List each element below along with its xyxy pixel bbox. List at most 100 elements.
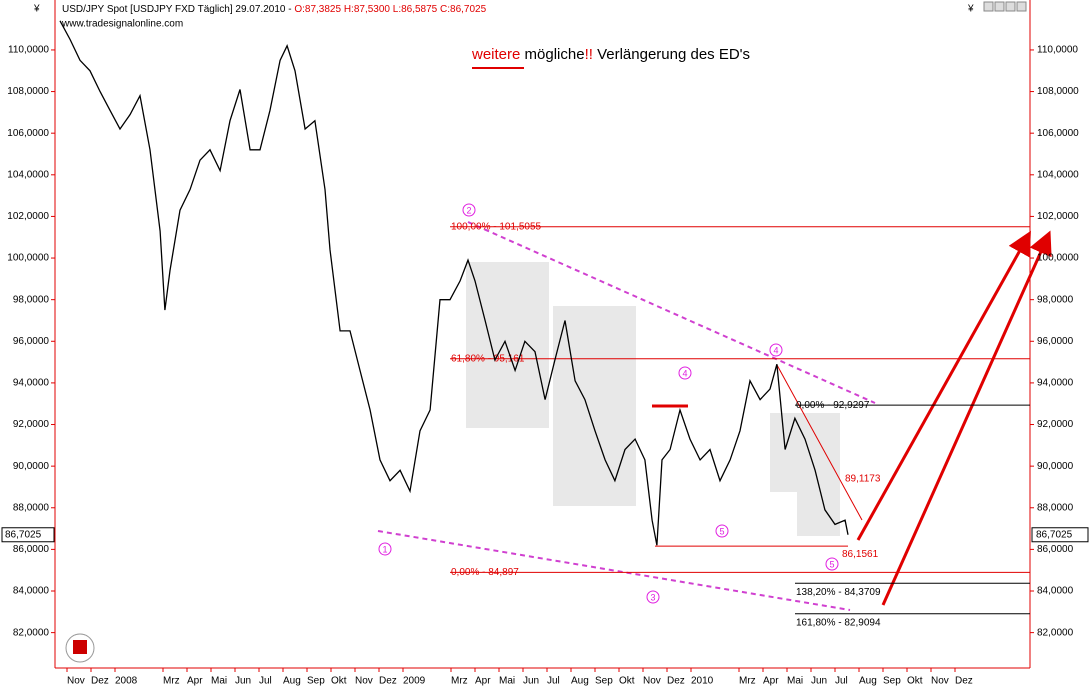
y-tick-label: 108,0000 xyxy=(7,86,49,97)
wave-label: 4 xyxy=(773,345,778,355)
channel-line xyxy=(776,364,863,521)
x-tick-label: Nov xyxy=(67,676,85,687)
y-tick-label: 86,0000 xyxy=(13,544,50,555)
y-tick-label: 102,0000 xyxy=(1037,211,1079,222)
x-tick-label: Dez xyxy=(91,676,109,687)
wave-label: 5 xyxy=(829,559,834,569)
x-tick-label: Aug xyxy=(571,676,589,687)
title-part: !! xyxy=(585,46,593,63)
x-tick-label: Okt xyxy=(331,676,347,687)
header: USD/JPY Spot [USDJPY FXD Täglich] 29.07.… xyxy=(62,4,487,15)
y-tick-label: 84,0000 xyxy=(1037,586,1074,597)
wave-label: 4 xyxy=(682,368,687,378)
y-tick-label: 88,0000 xyxy=(13,502,50,513)
y-tick-label: 110,0000 xyxy=(1037,45,1078,56)
x-tick-label: 2008 xyxy=(115,676,138,687)
level-label: 86,1561 xyxy=(842,549,879,560)
x-tick-label: Jul xyxy=(547,676,560,687)
last-price-box xyxy=(1,527,55,543)
button[interactable] xyxy=(983,1,994,12)
x-tick-label: Jul xyxy=(835,676,848,687)
x-tick-label: Mai xyxy=(211,676,227,687)
arrow xyxy=(856,230,1031,541)
level-label: 0,00% - 92,9297 xyxy=(796,400,870,411)
button[interactable] xyxy=(1016,1,1027,12)
wave-circle xyxy=(462,203,476,217)
y-tick-label: 100,0000 xyxy=(7,253,49,264)
logo-ring xyxy=(65,633,95,663)
last-price-label: 86,7025 xyxy=(1036,529,1073,540)
y-tick-label: 102,0000 xyxy=(7,211,49,222)
last-price-label: 86,7025 xyxy=(5,529,42,540)
x-tick-label: Apr xyxy=(475,676,491,687)
target-label: 89,1173 xyxy=(845,474,881,485)
y-tick-label: 92,0000 xyxy=(1037,419,1074,430)
x-tick-label: Jun xyxy=(811,676,827,687)
x-tick-label: Okt xyxy=(907,676,923,687)
x-tick-label: Nov xyxy=(931,676,949,687)
source: www.tradesignalonline.com xyxy=(61,19,183,30)
title-part: weitere xyxy=(471,46,520,63)
x-tick-label: Sep xyxy=(883,676,901,687)
symbol-info: USD/JPY Spot [USDJPY FXD Täglich] 29.07.… xyxy=(62,4,294,15)
x-tick-label: Aug xyxy=(859,676,877,687)
y-tick-label: 106,0000 xyxy=(7,128,49,139)
button[interactable] xyxy=(1005,1,1016,12)
y-tick-label: 94,0000 xyxy=(13,378,50,389)
chart-title: weitere mögliche!! Verlängerung des ED's xyxy=(471,46,750,63)
ohlc: O:87,3825 H:87,5300 L:86,5875 C:86,7025 xyxy=(294,4,486,15)
x-tick-label: Mrz xyxy=(163,676,180,687)
y-tick-label: 98,0000 xyxy=(13,294,50,305)
x-tick-label: Dez xyxy=(379,676,397,687)
button[interactable] xyxy=(994,1,1005,12)
wave-circle xyxy=(769,343,783,357)
x-tick-label: Mai xyxy=(499,676,515,687)
last-price-box xyxy=(1031,527,1089,543)
y-tick-label: 94,0000 xyxy=(1037,378,1074,389)
y-tick-label: 90,0000 xyxy=(1037,461,1074,472)
x-tick-label: Apr xyxy=(763,676,779,687)
x-tick-label: Mai xyxy=(787,676,803,687)
x-tick-label: Nov xyxy=(355,676,373,687)
zone xyxy=(466,262,549,428)
level-label: 61,80% - 95,161 xyxy=(451,353,525,364)
title-part: mögliche xyxy=(520,46,584,63)
x-tick-label: Sep xyxy=(595,676,613,687)
level-label: 100,00% - 101,5055 xyxy=(451,221,542,232)
wave-circle xyxy=(678,366,692,380)
x-tick-label: Jun xyxy=(235,676,251,687)
trend-line xyxy=(467,221,876,404)
wave-label: 1 xyxy=(382,544,387,554)
currency-symbol: ¥ xyxy=(967,4,974,15)
wave-label: 5 xyxy=(719,526,724,536)
x-tick-label: Sep xyxy=(307,676,325,687)
y-tick-label: 104,0000 xyxy=(1037,169,1079,180)
x-tick-label: 2009 xyxy=(403,676,426,687)
wave-circle xyxy=(646,590,660,604)
price-line xyxy=(59,20,849,546)
y-tick-label: 110,0000 xyxy=(8,45,49,56)
x-tick-label: Mrz xyxy=(451,676,468,687)
currency-symbol: ¥ xyxy=(33,4,40,15)
y-tick-label: 90,0000 xyxy=(13,461,50,472)
y-tick-label: 88,0000 xyxy=(1037,502,1074,513)
y-tick-label: 96,0000 xyxy=(13,336,50,347)
window-buttons[interactable] xyxy=(983,1,1027,12)
zone xyxy=(553,306,636,506)
wave-circle xyxy=(378,542,392,556)
zone xyxy=(797,413,840,536)
trend-line xyxy=(377,530,851,611)
wave-label: 2 xyxy=(466,205,471,215)
y-tick-label: 98,0000 xyxy=(1037,294,1074,305)
y-tick-label: 82,0000 xyxy=(13,627,50,638)
y-tick-label: 108,0000 xyxy=(1037,86,1079,97)
x-tick-label: Dez xyxy=(955,676,973,687)
level-label: 0,00% - 84,897 xyxy=(451,567,519,578)
x-tick-label: 2010 xyxy=(691,676,714,687)
level-label: 138,20% - 84,3709 xyxy=(796,587,881,598)
x-tick-label: Mrz xyxy=(739,676,756,687)
x-tick-label: Jun xyxy=(523,676,539,687)
x-tick-label: Jul xyxy=(259,676,272,687)
zone xyxy=(770,413,800,492)
